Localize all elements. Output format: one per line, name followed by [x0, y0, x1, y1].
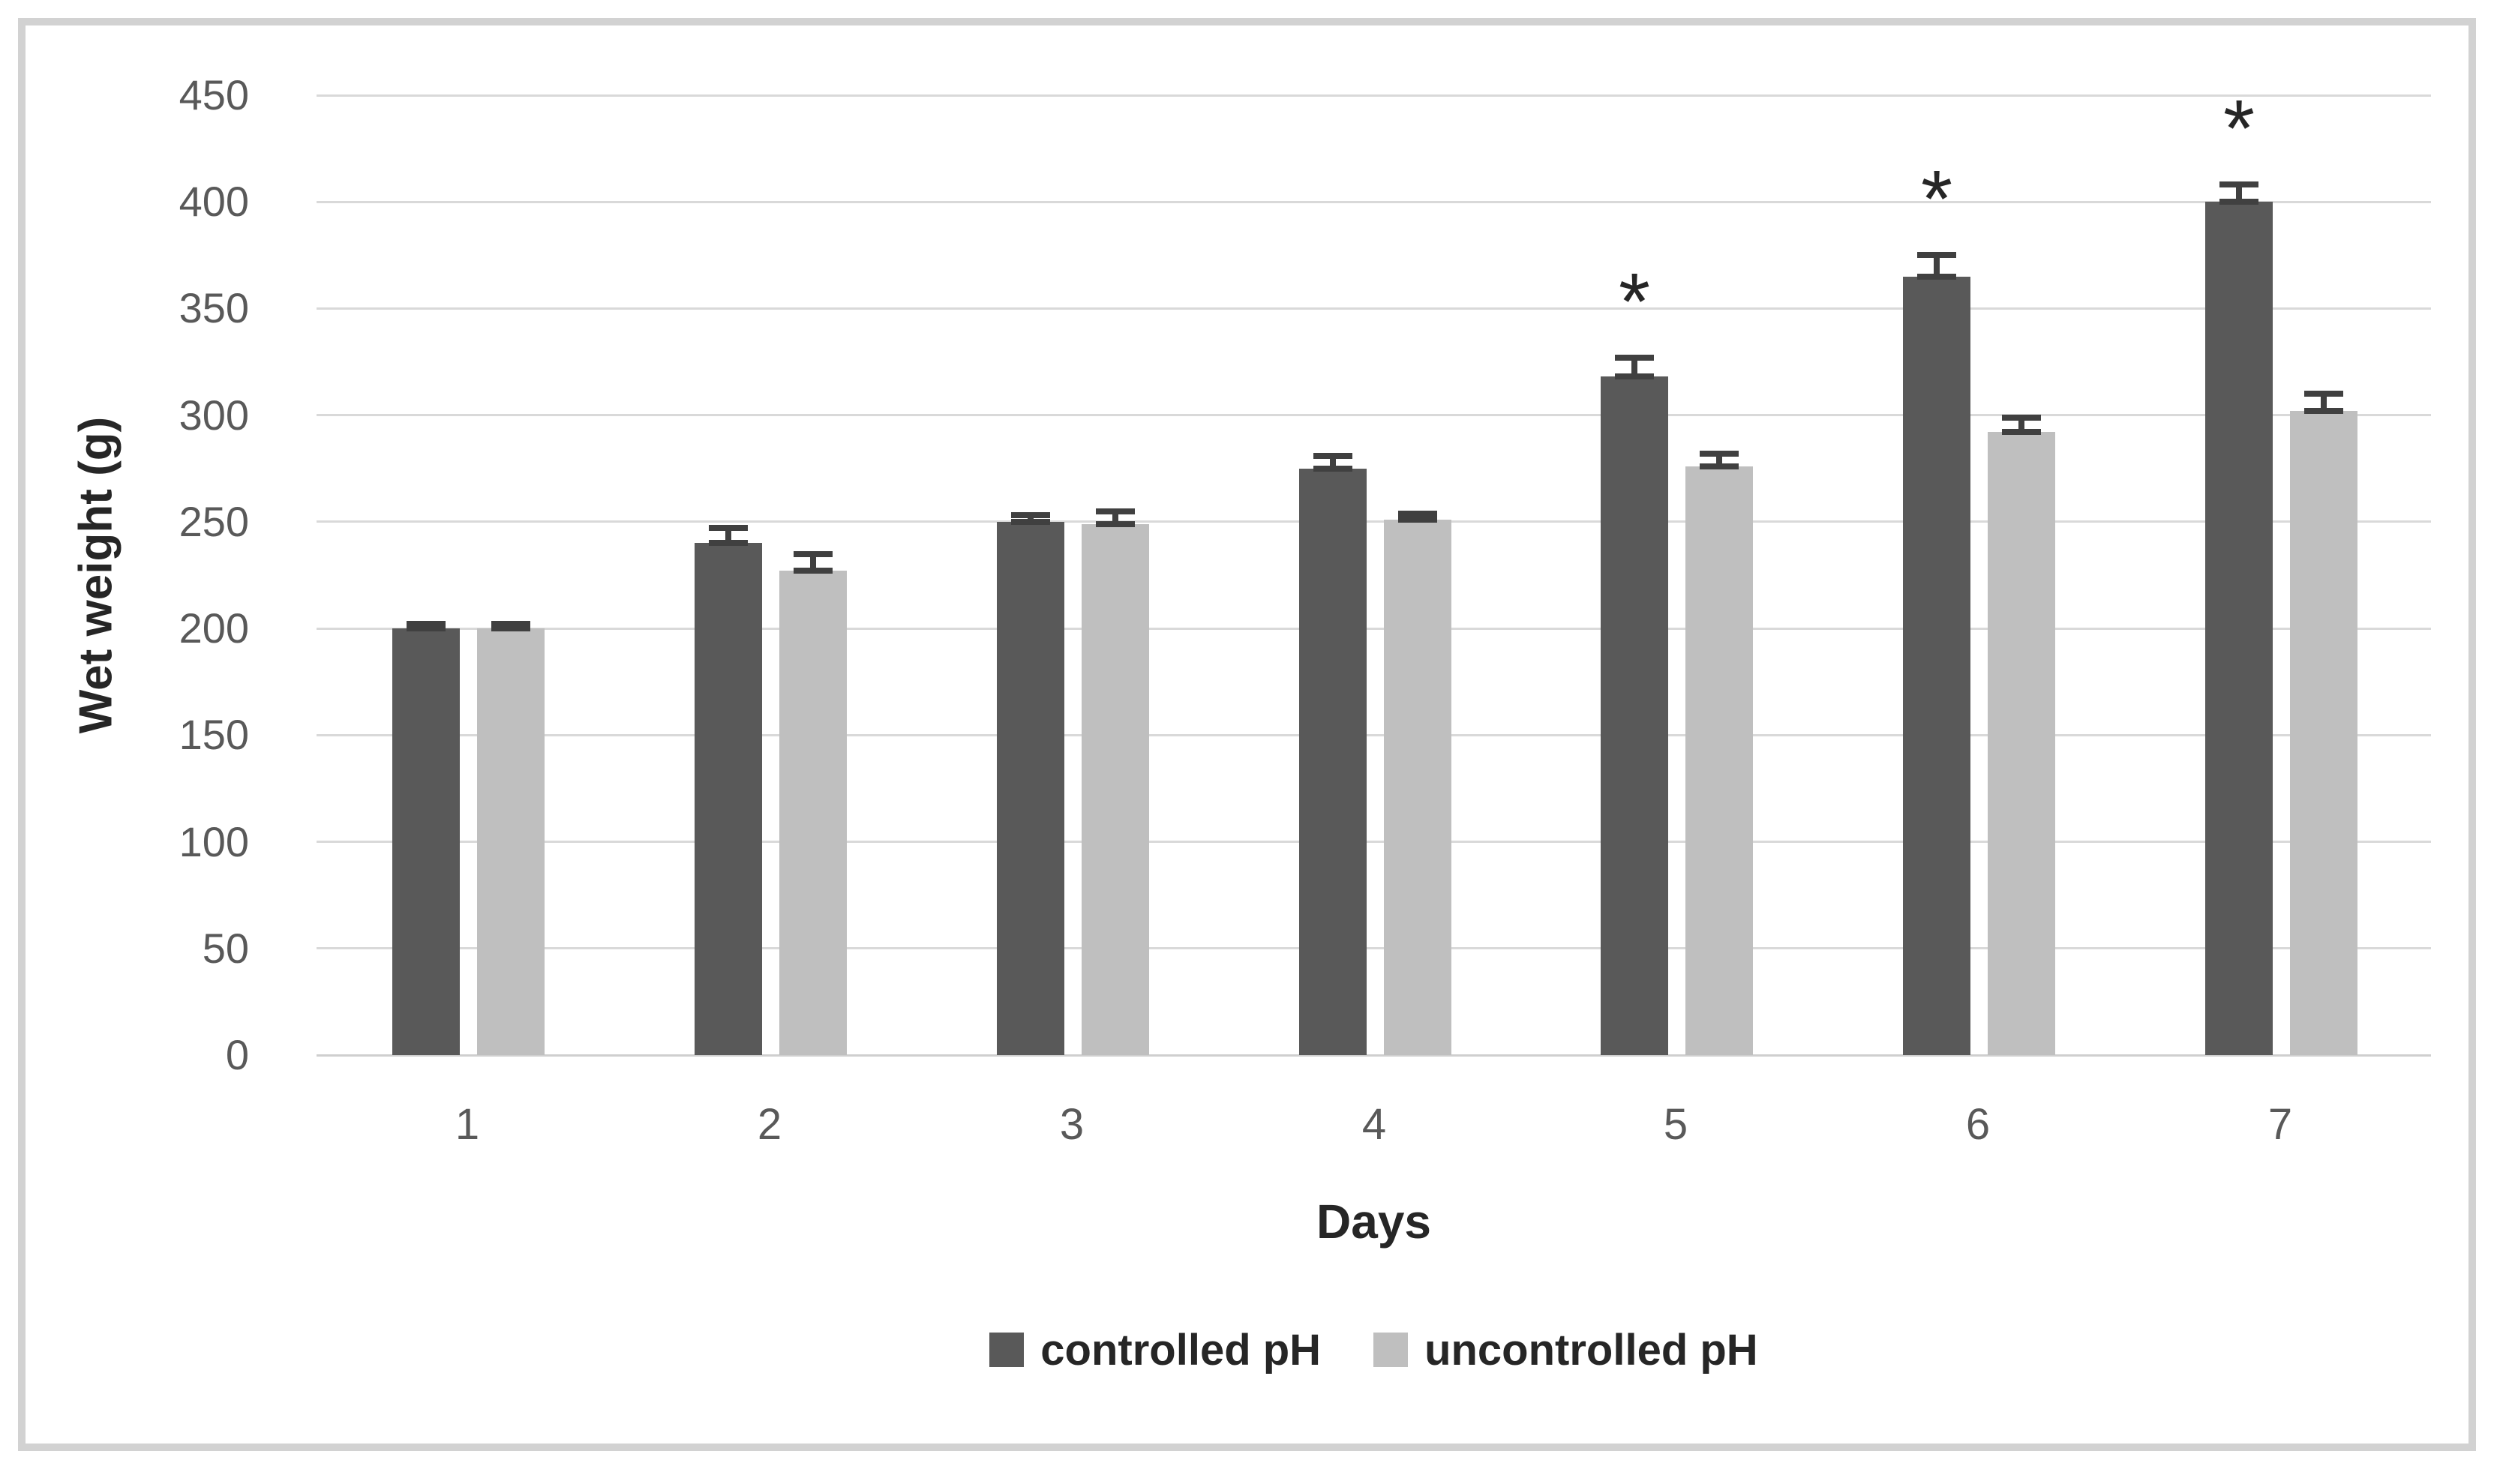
error-bar-line [1934, 255, 1940, 276]
bar-uncontrolled-pH-day-7 [2290, 411, 2357, 1055]
gridline-0 [317, 1054, 2431, 1057]
gridline-150 [317, 734, 2431, 736]
x-tick-label-4: 4 [1361, 1100, 1387, 1149]
legend-label: controlled pH [1040, 1325, 1322, 1375]
legend-entry-controlled-pH: controlled pH [989, 1325, 1321, 1375]
bar-controlled-pH-day-4 [1299, 469, 1367, 1055]
bar-controlled-pH-day-7 [2205, 202, 2273, 1055]
gridline-400 [317, 201, 2431, 203]
legend-label: uncontrolled pH [1424, 1325, 1758, 1375]
error-bar-line [2236, 184, 2242, 202]
legend-swatch-icon [1373, 1333, 1409, 1367]
error-bar-top-cap [1615, 355, 1654, 361]
bar-controlled-pH-day-2 [695, 543, 762, 1055]
legend: controlled pH uncontrolled pH [317, 1318, 2431, 1381]
y-tick-label-250: 250 [179, 498, 249, 545]
error-bar-bottom-cap [794, 568, 833, 574]
error-bar-bottom-cap [1398, 517, 1437, 523]
bar-uncontrolled-pH-day-4 [1384, 520, 1451, 1055]
bar-controlled-pH-day-1 [392, 628, 460, 1055]
y-tick-label-350: 350 [179, 284, 249, 331]
error-bar-bottom-cap [1917, 274, 1956, 280]
bar-uncontrolled-pH-day-2 [779, 571, 847, 1055]
bar-controlled-pH-day-3 [997, 522, 1064, 1055]
error-bar-bottom-cap [2304, 408, 2343, 414]
y-tick-label-100: 100 [179, 818, 249, 865]
bar-uncontrolled-pH-day-3 [1082, 524, 1149, 1055]
error-bar-line [1631, 358, 1637, 377]
significance-asterisk-day-5: * [1618, 256, 1651, 346]
error-bar-top-cap [1398, 511, 1437, 517]
x-tick-label-6: 6 [1965, 1100, 1991, 1149]
error-bar-bottom-cap [1096, 521, 1135, 527]
error-bar-line [1112, 511, 1118, 524]
error-bar-line [725, 528, 731, 543]
error-bar-bottom-cap [1700, 463, 1739, 469]
plot-area: * * * [317, 87, 2431, 1057]
y-tick-label-0: 0 [225, 1031, 249, 1078]
error-bar-bottom-cap [407, 625, 446, 631]
x-tick-label-2: 2 [757, 1100, 782, 1149]
gridline-450 [317, 94, 2431, 97]
error-bar-top-cap [1313, 453, 1352, 459]
error-bar-bottom-cap [1615, 373, 1654, 379]
error-bar-top-cap [1096, 508, 1135, 514]
y-tick-label-50: 50 [202, 925, 249, 972]
error-bar-bottom-cap [2219, 199, 2258, 205]
bar-uncontrolled-pH-day-1 [477, 628, 545, 1055]
legend-entry-uncontrolled-pH: uncontrolled pH [1373, 1325, 1758, 1375]
error-bar-bottom-cap [2002, 429, 2041, 435]
error-bar-top-cap [2304, 391, 2343, 397]
error-bar-top-cap [1011, 512, 1050, 518]
error-bar-line [1716, 454, 1722, 466]
x-tick-label-7: 7 [2267, 1100, 2293, 1149]
x-axis-title: Days [1316, 1195, 1431, 1249]
error-bar-bottom-cap [1313, 466, 1352, 472]
error-bar-top-cap [491, 621, 530, 627]
gridline-50 [317, 947, 2431, 949]
y-tick-label-200: 200 [179, 604, 249, 652]
error-bar-top-cap [2002, 415, 2041, 421]
x-tick-label-3: 3 [1059, 1100, 1085, 1149]
legend-swatch-icon [989, 1333, 1025, 1367]
x-tick-label-5: 5 [1663, 1100, 1688, 1149]
error-bar-top-cap [1917, 252, 1956, 258]
error-bar-bottom-cap [709, 540, 748, 546]
error-bar-bottom-cap [491, 625, 530, 631]
y-tick-label-450: 450 [179, 71, 249, 118]
error-bar-top-cap [407, 621, 446, 627]
significance-asterisk-day-6: * [1920, 153, 1953, 244]
error-bar-line [2321, 394, 2327, 411]
gridline-200 [317, 628, 2431, 630]
y-tick-label-150: 150 [179, 711, 249, 758]
bar-uncontrolled-pH-day-5 [1685, 466, 1753, 1055]
error-bar-top-cap [1700, 451, 1739, 457]
error-bar-line [810, 554, 816, 571]
y-axis-title: Wet weight (g) [70, 416, 122, 734]
gridline-300 [317, 414, 2431, 416]
error-bar-top-cap [709, 525, 748, 531]
error-bar-bottom-cap [1011, 519, 1050, 525]
significance-asterisk-day-7: * [2222, 82, 2255, 173]
gridline-100 [317, 841, 2431, 843]
error-bar-line [1330, 456, 1336, 469]
x-tick-label-1: 1 [455, 1100, 480, 1149]
y-tick-label-300: 300 [179, 391, 249, 439]
gridline-350 [317, 307, 2431, 310]
error-bar-line [1028, 515, 1034, 522]
bar-uncontrolled-pH-day-6 [1988, 432, 2055, 1055]
y-tick-label-400: 400 [179, 178, 249, 225]
bar-controlled-pH-day-6 [1903, 277, 1970, 1055]
gridline-250 [317, 520, 2431, 523]
bar-controlled-pH-day-5 [1601, 376, 1668, 1055]
error-bar-line [2018, 418, 2024, 433]
error-bar-top-cap [794, 551, 833, 557]
error-bar-top-cap [2219, 181, 2258, 187]
